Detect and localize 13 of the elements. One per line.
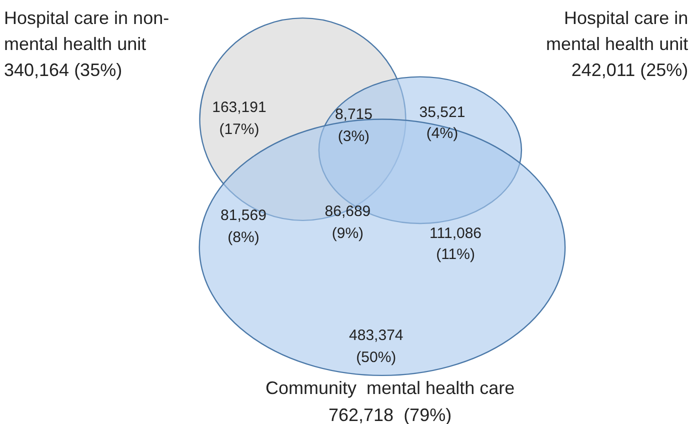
data-label: 242,011 (25%) — [571, 60, 688, 80]
text: 163,191 (17%) — [212, 98, 266, 140]
text: 35,521 (4%) — [419, 102, 466, 144]
category-label: Community mental health care — [266, 378, 515, 398]
text: 111,086 (11%) — [430, 224, 482, 266]
category-label: Hospital care in non- mental health unit — [4, 8, 170, 54]
text: 86,689 (9%) — [324, 202, 371, 244]
data-label: 762,718 (79%) — [328, 404, 452, 424]
text: 483,374 (50%) — [349, 326, 404, 368]
text: 8,715 (3%) — [334, 105, 372, 147]
category-label: Hospital care in mental health unit — [546, 8, 688, 54]
data-label: 340,164 (35%) — [4, 60, 122, 80]
text: 81,569 (8%) — [220, 206, 266, 248]
